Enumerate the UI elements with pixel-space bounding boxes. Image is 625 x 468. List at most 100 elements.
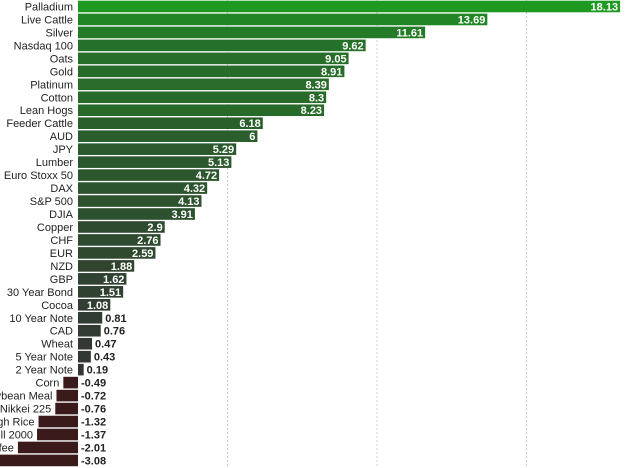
category-label: CHF (50, 235, 73, 247)
value-label: 0.76 (104, 326, 125, 338)
category-label: NZD (50, 261, 73, 273)
value-label: -1.37 (81, 429, 106, 441)
bar-gbp (78, 273, 127, 285)
bar-10-year-note (78, 311, 103, 324)
category-label: Platinum (30, 79, 73, 91)
value-label: -2.01 (81, 442, 106, 454)
bar-djia (78, 208, 195, 220)
category-label: Lean Hogs (20, 105, 74, 117)
bar-copper (78, 221, 165, 233)
category-label: Oats (50, 53, 74, 65)
value-label: 2.9 (147, 222, 162, 234)
value-label: -0.49 (81, 378, 106, 390)
bar-2-year-note (78, 363, 84, 376)
value-label: 0.19 (87, 365, 108, 377)
value-label: 4.32 (184, 183, 205, 195)
bar-euro-stoxx-50 (78, 169, 220, 181)
bar-cocoa (78, 298, 111, 311)
value-label: 8.91 (321, 66, 342, 78)
bar-cotton (78, 91, 327, 104)
bar-nzd (78, 260, 135, 272)
category-label: Copper (37, 222, 73, 234)
category-label: Feeder Cattle (6, 118, 73, 130)
category-label: Coffee (0, 442, 14, 454)
category-label: AUD (50, 131, 73, 143)
bar-s-p-500 (78, 195, 202, 207)
bar-jpy (78, 143, 237, 155)
value-label: -1.32 (81, 417, 106, 429)
category-label: S&P 500 (30, 196, 73, 208)
value-label: -0.72 (81, 391, 106, 403)
value-label: -0.76 (81, 404, 106, 416)
bar-chf (78, 234, 161, 246)
value-label: 1.88 (111, 261, 132, 273)
value-label: 4.72 (196, 170, 217, 182)
category-label: Nasdaq 100 (14, 40, 73, 52)
category-label: Russell 2000 (0, 429, 33, 441)
category-label: Cocoa (41, 300, 74, 312)
value-label: 3.91 (171, 209, 192, 221)
category-label: DAX (50, 183, 73, 195)
bar-wheat (78, 337, 93, 350)
bar-soybean-meal (56, 389, 78, 402)
category-label: JPY (53, 144, 74, 156)
value-label: 18.13 (591, 1, 619, 13)
bar-oats (78, 52, 349, 65)
category-label: Euro Stoxx 50 (4, 170, 73, 182)
category-label: Gold (50, 66, 73, 78)
category-label: 2 Year Note (16, 365, 74, 377)
bar-5-year-note (78, 350, 91, 363)
value-label: -3.08 (81, 455, 106, 467)
value-label: 5.13 (208, 157, 229, 169)
category-label: DJIA (49, 209, 74, 221)
category-label: 10 Year Note (9, 313, 73, 325)
bar-silver (78, 26, 426, 39)
bar-coffee (17, 441, 78, 454)
bar-platinum (78, 78, 329, 91)
bar-gold (78, 65, 345, 78)
category-label: Nikkei 225 (0, 404, 51, 416)
value-label: 8.3 (309, 92, 324, 104)
bar-aud (78, 130, 258, 142)
category-label: Wheat (41, 339, 73, 351)
bar-nasdaq-100 (78, 39, 366, 52)
category-label: Palladium (25, 1, 73, 13)
value-label: 1.08 (87, 300, 108, 312)
bar-corn (63, 376, 78, 389)
value-label: 8.23 (301, 105, 322, 117)
bar-eur (78, 247, 156, 259)
category-label: Cotton (41, 92, 73, 104)
bar-usd (0, 454, 79, 467)
value-label: 2.76 (137, 235, 158, 247)
value-label: 4.13 (178, 196, 199, 208)
bar-dax (78, 182, 208, 194)
category-label: EUR (50, 248, 73, 260)
category-label: GBP (50, 274, 73, 286)
value-label: 0.43 (94, 352, 115, 364)
bar-lumber (78, 156, 232, 168)
category-label: Corn (36, 378, 60, 390)
category-label: CAD (50, 326, 73, 338)
category-label: Rough Rice (0, 417, 35, 429)
bar-cad (78, 324, 101, 337)
bar-nikkei-225 (55, 402, 78, 415)
category-label: Live Cattle (21, 14, 73, 26)
value-label: 9.05 (325, 53, 346, 65)
bar-russell-2000 (37, 428, 78, 441)
gridlines (227, 0, 527, 468)
value-label: 11.61 (396, 27, 423, 39)
value-label: 13.69 (458, 14, 486, 26)
value-label: 0.81 (105, 313, 126, 325)
category-label: 5 Year Note (16, 352, 74, 364)
category-label: Lumber (36, 157, 74, 169)
bar-30-year-bond (78, 286, 124, 298)
value-label: 6.18 (239, 118, 260, 130)
value-label: 5.29 (213, 144, 234, 156)
bar-lean-hogs (78, 104, 325, 117)
value-label: 8.39 (305, 79, 326, 91)
bar-palladium (78, 0, 621, 13)
value-label: 9.62 (342, 40, 363, 52)
